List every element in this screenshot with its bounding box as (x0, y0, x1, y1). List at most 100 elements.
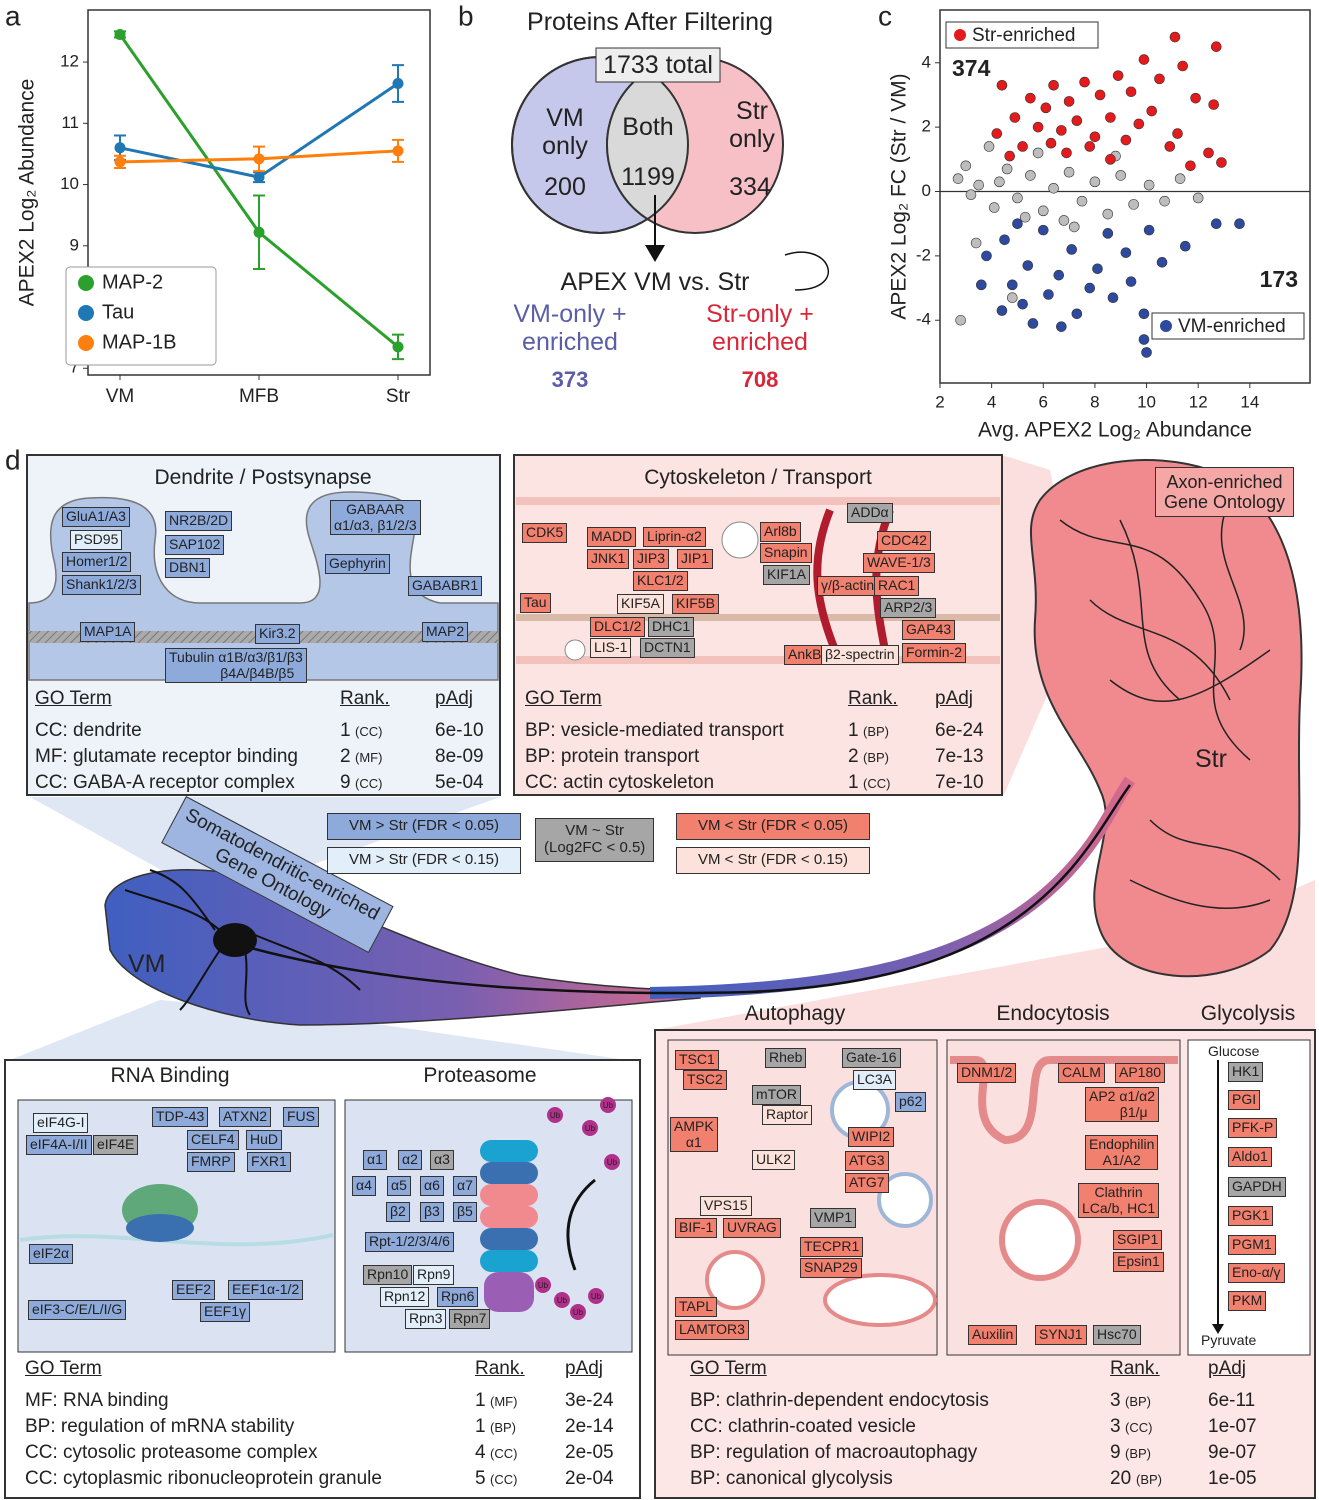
point (981, 250, 992, 262)
protein-label: GABAAR α1/α3, β1/2/3 (330, 500, 421, 536)
protein-label: BIF-1 (675, 1218, 718, 1238)
go-padj: 2e-04 (565, 1468, 614, 1489)
protein-label: VPS15 (700, 1196, 752, 1216)
protein-label: LC3A (853, 1070, 897, 1090)
lysosome (705, 1250, 765, 1310)
go-ontology: (MF) (490, 1394, 518, 1409)
go-rank: 9 (340, 772, 351, 793)
protein-label: PSD95 (70, 530, 123, 550)
protein-label: α4 (352, 1176, 376, 1196)
point (1138, 334, 1150, 345)
point (1105, 154, 1116, 165)
legend-box (65, 266, 217, 366)
protein-label: α1 (363, 1150, 387, 1170)
point (1045, 137, 1057, 149)
point (1141, 347, 1152, 358)
ubiquitin (604, 1154, 620, 1170)
tone-legend: VM < Str (FDR < 0.15) (676, 847, 870, 874)
point (1071, 308, 1083, 320)
dendrites (124, 869, 361, 1016)
protein-label: Rpt-1/2/3/4/6 (365, 1232, 454, 1252)
membrane (516, 497, 1000, 505)
protein-label: ULK2 (752, 1150, 796, 1170)
ubiquitin-label: Ub (607, 1158, 618, 1167)
proteasome (480, 1140, 538, 1312)
point (1138, 308, 1150, 320)
protein-label: α2 (398, 1150, 422, 1170)
section-title: Dendrite / Postsynapse (154, 466, 372, 489)
go-rank: 5 (475, 1468, 486, 1489)
ubiquitin-label: Ub (603, 1101, 614, 1110)
point (1107, 292, 1119, 304)
protein-label: EEF2 (172, 1280, 216, 1300)
point (253, 171, 265, 183)
protein-label: DBN1 (165, 558, 211, 578)
protein-label: Epsin1 (1113, 1252, 1164, 1272)
str-region (1029, 459, 1303, 978)
point (114, 28, 126, 40)
go-rank: 9 (1110, 1442, 1121, 1463)
point (1216, 157, 1227, 168)
protein-label: β5 (453, 1202, 477, 1222)
protein-label: EEF1α-1/2 (228, 1280, 304, 1300)
go-padj: 1e-07 (1208, 1416, 1257, 1437)
legend-label: MAP-1B (102, 331, 176, 353)
point (970, 237, 982, 249)
point (1234, 218, 1245, 229)
venn-comparison: APEX VM vs. Str (560, 268, 750, 296)
venn-total: 1733 total (603, 51, 713, 79)
str-label: Str (1195, 745, 1227, 773)
x-tick-label: 10 (1137, 392, 1156, 411)
go-padj: 6e-24 (935, 720, 984, 741)
go-padj: 7e-10 (935, 772, 984, 793)
protein-label: AP180 (1115, 1063, 1166, 1083)
point (1048, 182, 1059, 194)
point (1203, 147, 1214, 159)
go-ontology: (CC) (1125, 1420, 1153, 1435)
ubiquitin-label: Ub (550, 1111, 561, 1120)
point (1185, 160, 1196, 172)
rna-strand (19, 1233, 334, 1247)
go-header: pAdj (935, 688, 974, 709)
point (1063, 166, 1075, 178)
membrane (516, 656, 1000, 664)
axon-line (239, 784, 1132, 995)
ubiquitin (535, 1277, 551, 1293)
point (1022, 260, 1034, 271)
go-header: pAdj (565, 1358, 604, 1379)
point (1056, 125, 1067, 136)
point (1146, 105, 1158, 117)
venn-left-count: 200 (544, 173, 586, 201)
protein-label: β2 (386, 1202, 410, 1222)
point (1120, 247, 1132, 258)
protein-label: Homer1/2 (62, 552, 132, 572)
protein-label: MAP1A (80, 622, 136, 642)
point (1040, 102, 1052, 114)
protein-label: HK1 (1228, 1062, 1264, 1082)
point (1179, 240, 1191, 252)
point (973, 179, 985, 191)
x-tick-label: 2 (935, 392, 944, 411)
point (1169, 31, 1181, 43)
axon-label: Axon-enriched Gene Ontology (1155, 467, 1295, 518)
point (1154, 73, 1165, 85)
y-axis-label: APEX2 Log₂ Abundance (16, 79, 39, 307)
plot-frame (939, 9, 1311, 384)
go-padj: 1e-05 (1208, 1468, 1257, 1489)
go-rank: 2 (848, 746, 859, 767)
protein-label: FXR1 (247, 1152, 291, 1172)
protein-label: RAC1 (874, 576, 920, 596)
point (1071, 115, 1083, 127)
point (994, 176, 1005, 188)
point (1027, 318, 1039, 329)
go-padj: 3e-24 (565, 1390, 614, 1411)
venn-left-result-count: 373 (551, 367, 589, 392)
go-rank: 3 (1110, 1390, 1121, 1411)
legend-marker (1160, 320, 1172, 332)
x-tick-label: Str (386, 386, 411, 407)
point (1089, 176, 1101, 188)
coated-vesicle (999, 1199, 1081, 1281)
protein-label: KIF1A (763, 565, 810, 585)
point (1120, 134, 1132, 146)
